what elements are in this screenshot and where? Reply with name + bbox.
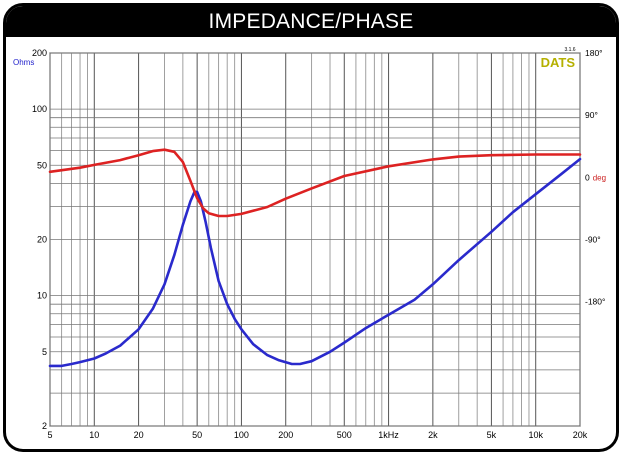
x-tick-label: 500	[337, 430, 352, 440]
y-left-tick-label: 100	[32, 104, 47, 114]
y-right-tick-label: -90°	[585, 235, 601, 245]
y-right-tick-label: 180°	[585, 48, 603, 58]
x-tick-label: 5k	[487, 430, 497, 440]
version-label: 3.1.6	[564, 47, 575, 53]
x-tick-label: 200	[278, 430, 293, 440]
chart-frame: IMPEDANCE/PHASE 5 10 20 50 100 200 500 1kHz 2k 5k…	[3, 3, 619, 452]
x-tick-label: 1kHz	[378, 430, 399, 440]
y-left-unit-label: Ohms	[13, 58, 34, 67]
y-right-tick-label: 0 deg	[585, 172, 606, 182]
x-tick-label: 100	[234, 430, 249, 440]
y-left-tick-label: 10	[37, 291, 47, 301]
plot-area: 5 10 20 50 100 200 500 1kHz 2k 5k 10k 20k2001005020…	[13, 47, 606, 440]
axis-labels: 5 10 20 50 100 200 500 1kHz 2k 5k 10k 20k2001005020…	[32, 48, 606, 440]
x-tick-label: 50	[192, 430, 202, 440]
chart-title: IMPEDANCE/PHASE	[6, 6, 616, 37]
phase-line	[48, 148, 582, 218]
x-tick-label: 20	[134, 430, 144, 440]
y-left-tick-label: 200	[32, 48, 47, 58]
x-tick-label: 2k	[428, 430, 438, 440]
y-left-tick-label: 2	[42, 421, 47, 431]
impedance-line	[48, 157, 582, 368]
y-left-tick-label: 20	[37, 235, 47, 245]
y-right-tick-label: 90°	[585, 110, 598, 120]
x-tick-label: 10	[89, 430, 99, 440]
x-tick-label: 10k	[528, 430, 543, 440]
series-group	[48, 148, 582, 368]
y-right-tick-label: -180°	[585, 297, 605, 307]
x-tick-label: 5	[47, 430, 52, 440]
grid	[49, 52, 581, 427]
y-left-tick-label: 5	[42, 347, 47, 357]
y-right-unit-label: deg	[593, 173, 606, 182]
brand-logo: DATS	[541, 55, 576, 70]
x-tick-label: 20k	[573, 430, 588, 440]
y-left-tick-label: 50	[37, 160, 47, 170]
